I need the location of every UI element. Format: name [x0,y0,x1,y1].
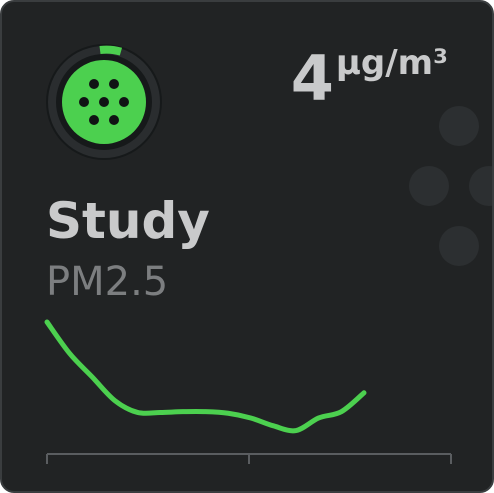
series-line [44,319,367,434]
more-dots-icon[interactable] [402,102,492,272]
status-icon-wrap [42,40,166,164]
sensor-measure: PM2.5 [46,259,169,305]
reading-number: 4 [290,42,334,115]
reading-unit: µg/m³ [335,43,448,83]
sensor-name: Study [46,192,210,250]
history-chart[interactable] [2,302,494,493]
more-dot [439,226,479,266]
more-dot [409,166,449,206]
gauge-arc [99,45,123,56]
air-quality-dots-icon [46,44,162,160]
more-dot [469,166,492,206]
dots-pattern [79,79,129,125]
more-dot [439,106,479,146]
chart-axis [46,453,452,464]
reading-value: 4 µg/m³ [291,42,448,112]
